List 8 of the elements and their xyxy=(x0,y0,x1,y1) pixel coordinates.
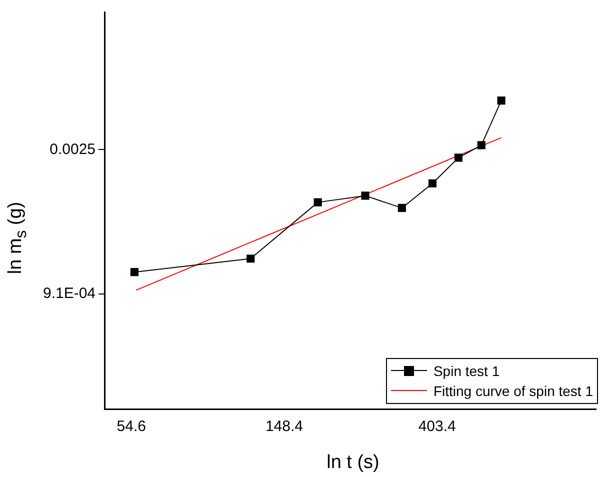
y-tick-label: 9.1E-04 xyxy=(42,285,96,302)
x-tick-label: 54.6 xyxy=(116,418,146,436)
y-tick-label: 0.0025 xyxy=(50,140,96,158)
x-axis-title: ln t (s) xyxy=(326,452,380,474)
x-tick-label: 148.4 xyxy=(265,418,303,436)
legend-label: Fitting curve of spin test 1 xyxy=(433,383,593,399)
legend-label: Spin test 1 xyxy=(433,363,500,379)
x-tick-label: 403.4 xyxy=(418,418,456,436)
